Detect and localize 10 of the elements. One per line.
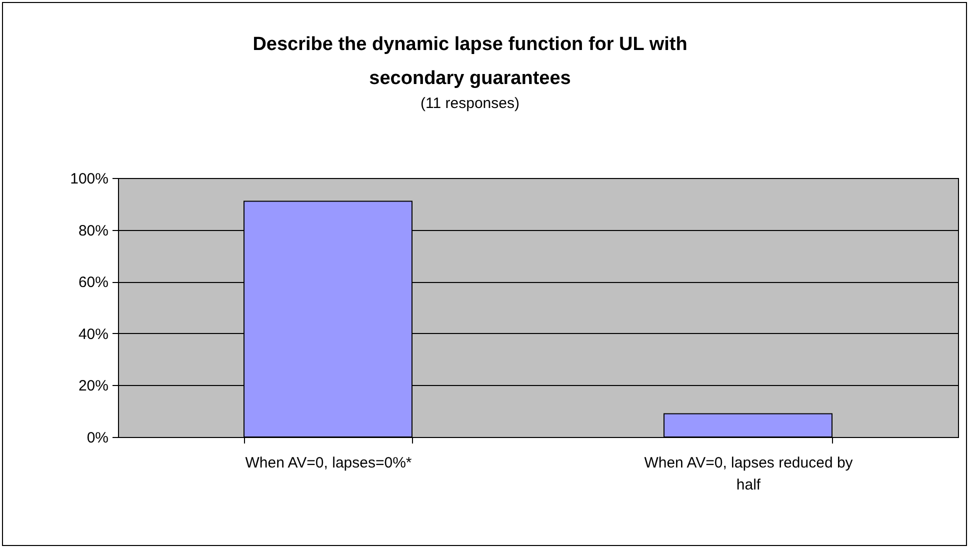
y-tick-label: 40% xyxy=(78,326,108,343)
y-tick-label: 0% xyxy=(86,430,108,446)
x-tick-label: When AV=0, lapses=0%* xyxy=(245,454,412,472)
chart-subtitle: (11 responses) xyxy=(420,95,520,112)
chart-title: Describe the dynamic lapse function for UL with secondary guarantees xyxy=(252,34,688,89)
y-tick-label: 60% xyxy=(78,274,108,292)
x-tick-label: When AV=0, lapses reduced by half xyxy=(644,454,854,494)
y-tick-label: 20% xyxy=(78,378,108,395)
y-tick-label: 80% xyxy=(78,222,108,240)
y-tick-label: 100% xyxy=(70,170,108,188)
